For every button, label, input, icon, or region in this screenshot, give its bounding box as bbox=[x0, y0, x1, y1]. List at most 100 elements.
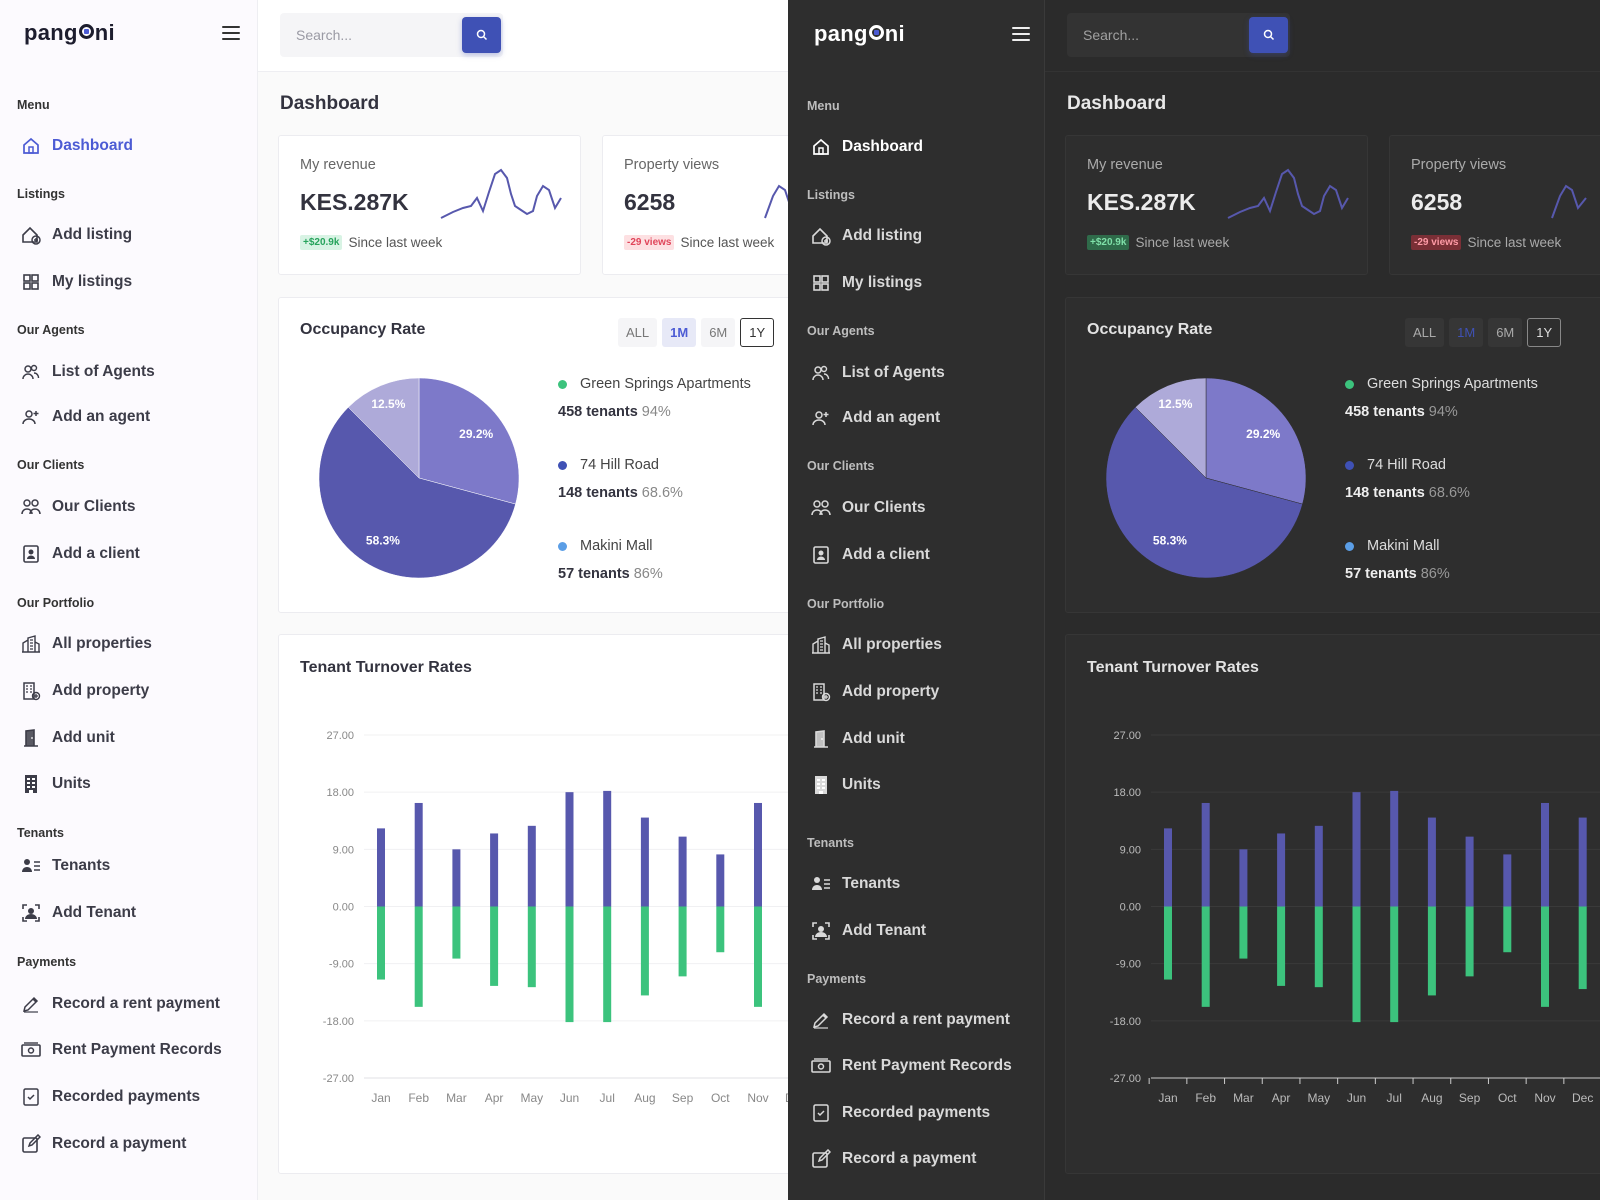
sidebar-item-add-tenant[interactable]: Add Tenant bbox=[810, 918, 926, 944]
bar-negative[interactable] bbox=[452, 906, 461, 959]
bar-positive[interactable] bbox=[603, 790, 612, 907]
bar-positive[interactable] bbox=[1239, 849, 1248, 907]
pie-slice[interactable] bbox=[319, 406, 516, 578]
bar-positive[interactable] bbox=[1465, 836, 1474, 907]
sidebar-item-dashboard[interactable]: Dashboard bbox=[810, 134, 923, 160]
bar-positive[interactable] bbox=[1352, 792, 1361, 907]
pie-slice[interactable] bbox=[1106, 406, 1303, 578]
sidebar-item-all-properties[interactable]: All properties bbox=[20, 631, 152, 657]
range-button-all[interactable]: ALL bbox=[618, 318, 658, 347]
sidebar-item-add-unit[interactable]: Add unit bbox=[810, 726, 905, 752]
range-button-6m[interactable]: 6M bbox=[701, 318, 736, 347]
bar-positive[interactable] bbox=[678, 836, 687, 907]
range-button-all[interactable]: ALL bbox=[1405, 318, 1445, 347]
sidebar-item-dashboard[interactable]: Dashboard bbox=[20, 133, 133, 159]
range-button-1y[interactable]: 1Y bbox=[1527, 318, 1562, 347]
bar-negative[interactable] bbox=[1201, 906, 1210, 1007]
sidebar-item-add-property[interactable]: Add property bbox=[810, 679, 939, 705]
sidebar-item-our-clients[interactable]: Our Clients bbox=[810, 495, 926, 521]
bar-negative[interactable] bbox=[1352, 906, 1361, 1023]
bar-negative[interactable] bbox=[1164, 906, 1172, 980]
sidebar-item-add-listing[interactable]: Add listing bbox=[20, 222, 132, 248]
bar-negative[interactable] bbox=[678, 906, 687, 977]
bar-positive[interactable] bbox=[1427, 817, 1436, 907]
range-button-1m[interactable]: 1M bbox=[662, 318, 697, 347]
sidebar-item-list-of-agents[interactable]: List of Agents bbox=[20, 359, 155, 385]
bar-negative[interactable] bbox=[1503, 906, 1512, 953]
bar-negative[interactable] bbox=[1390, 906, 1399, 1023]
bar-negative[interactable] bbox=[1277, 906, 1286, 986]
sidebar-item-record-a-payment[interactable]: Record a payment bbox=[810, 1146, 976, 1172]
sidebar-item-add-unit[interactable]: Add unit bbox=[20, 725, 115, 751]
revenue-card[interactable]: My revenue KES.287K +$20.9k Since last we… bbox=[1065, 135, 1368, 275]
bar-positive[interactable] bbox=[754, 802, 762, 907]
logo[interactable]: pang ni bbox=[814, 21, 905, 47]
bar-positive[interactable] bbox=[1201, 802, 1210, 907]
hamburger-menu-icon[interactable] bbox=[1012, 27, 1030, 41]
bar-negative[interactable] bbox=[754, 906, 762, 1007]
range-button-1y[interactable]: 1Y bbox=[740, 318, 775, 347]
sidebar-item-add-property[interactable]: Add property bbox=[20, 678, 149, 704]
bar-positive[interactable] bbox=[452, 849, 461, 907]
bar-negative[interactable] bbox=[1541, 906, 1549, 1007]
bar-negative[interactable] bbox=[565, 906, 574, 1023]
sidebar-item-add-a-client[interactable]: Add a client bbox=[20, 541, 140, 567]
sidebar-item-add-a-client[interactable]: Add a client bbox=[810, 542, 930, 568]
bar-positive[interactable] bbox=[640, 817, 649, 907]
bar-positive[interactable] bbox=[1390, 790, 1399, 907]
property-views-card[interactable]: Property views 6258 -29 views Since last … bbox=[1389, 135, 1600, 275]
bar-positive[interactable] bbox=[1164, 828, 1172, 907]
sidebar-item-record-a-payment[interactable]: Record a payment bbox=[20, 1131, 186, 1157]
sidebar-item-record-a-rent-payment[interactable]: Record a rent payment bbox=[810, 1007, 1010, 1033]
bar-negative[interactable] bbox=[1314, 906, 1323, 988]
bar-positive[interactable] bbox=[1503, 854, 1512, 907]
bar-positive[interactable] bbox=[1578, 817, 1587, 907]
pie-slice[interactable] bbox=[1205, 378, 1306, 505]
logo[interactable]: pang ni bbox=[24, 20, 115, 46]
bar-positive[interactable] bbox=[716, 854, 725, 907]
sidebar-item-add-an-agent[interactable]: Add an agent bbox=[810, 405, 940, 431]
sidebar-item-add-tenant[interactable]: Add Tenant bbox=[20, 900, 136, 926]
bar-negative[interactable] bbox=[603, 906, 612, 1023]
sidebar-item-rent-payment-records[interactable]: Rent Payment Records bbox=[20, 1037, 222, 1063]
sidebar-item-my-listings[interactable]: My listings bbox=[20, 269, 132, 295]
sidebar-item-recorded-payments[interactable]: Recorded payments bbox=[810, 1100, 990, 1126]
bar-negative[interactable] bbox=[1427, 906, 1436, 996]
bar-negative[interactable] bbox=[490, 906, 499, 986]
bar-negative[interactable] bbox=[640, 906, 649, 996]
bar-negative[interactable] bbox=[716, 906, 725, 953]
bar-positive[interactable] bbox=[565, 792, 574, 907]
bar-positive[interactable] bbox=[1541, 802, 1549, 907]
hamburger-menu-icon[interactable] bbox=[222, 26, 240, 40]
sidebar-item-all-properties[interactable]: All properties bbox=[810, 632, 942, 658]
pie-slice[interactable] bbox=[418, 378, 519, 505]
bar-negative[interactable] bbox=[527, 906, 536, 988]
sidebar-item-tenants[interactable]: Tenants bbox=[810, 871, 900, 897]
range-button-6m[interactable]: 6M bbox=[1488, 318, 1523, 347]
search-button[interactable] bbox=[1249, 17, 1288, 53]
property-views-card[interactable]: Property views 6258 -29 views Since last … bbox=[602, 135, 788, 275]
bar-positive[interactable] bbox=[1277, 833, 1286, 907]
sidebar-item-rent-payment-records[interactable]: Rent Payment Records bbox=[810, 1053, 1012, 1079]
sidebar-item-tenants[interactable]: Tenants bbox=[20, 853, 110, 879]
pie-slice[interactable] bbox=[1134, 378, 1207, 479]
sidebar-item-my-listings[interactable]: My listings bbox=[810, 270, 922, 296]
sidebar-item-add-an-agent[interactable]: Add an agent bbox=[20, 404, 150, 430]
sidebar-item-add-listing[interactable]: Add listing bbox=[810, 223, 922, 249]
revenue-card[interactable]: My revenue KES.287K +$20.9k Since last we… bbox=[278, 135, 581, 275]
bar-positive[interactable] bbox=[377, 828, 385, 907]
sidebar-item-record-a-rent-payment[interactable]: Record a rent payment bbox=[20, 991, 220, 1017]
bar-negative[interactable] bbox=[1239, 906, 1248, 959]
sidebar-item-list-of-agents[interactable]: List of Agents bbox=[810, 360, 945, 386]
bar-positive[interactable] bbox=[414, 802, 423, 907]
sidebar-item-our-clients[interactable]: Our Clients bbox=[20, 494, 136, 520]
bar-negative[interactable] bbox=[414, 906, 423, 1007]
range-button-1m[interactable]: 1M bbox=[1449, 318, 1484, 347]
bar-negative[interactable] bbox=[377, 906, 385, 980]
bar-positive[interactable] bbox=[527, 825, 536, 907]
sidebar-item-recorded-payments[interactable]: Recorded payments bbox=[20, 1084, 200, 1110]
bar-positive[interactable] bbox=[490, 833, 499, 907]
search-button[interactable] bbox=[462, 17, 501, 53]
bar-positive[interactable] bbox=[1314, 825, 1323, 907]
sidebar-item-units[interactable]: Units bbox=[20, 771, 91, 797]
